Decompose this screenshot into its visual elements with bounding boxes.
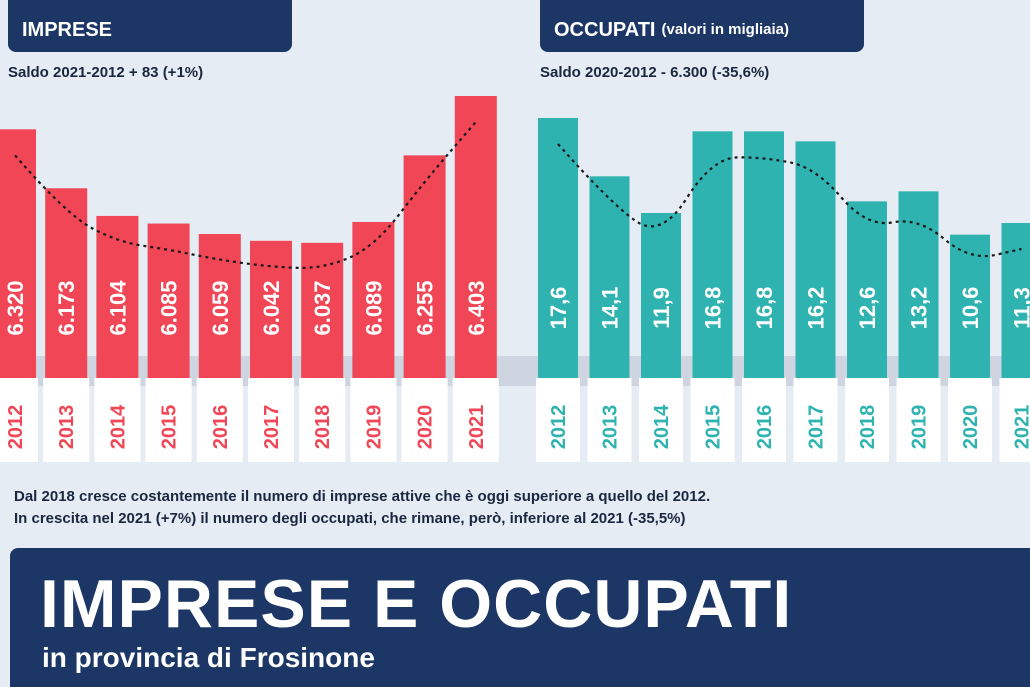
occupati-value-label-2012: 17,6 <box>546 287 571 330</box>
imprese-year-label-2013: 2013 <box>56 405 78 450</box>
occupati-year-label-2020: 2020 <box>960 405 982 450</box>
occupati-bar-2014 <box>641 213 681 386</box>
imprese-saldo: Saldo 2021-2012 + 83 (+1%) <box>8 64 204 81</box>
imprese-year-label-2016: 2016 <box>210 405 232 450</box>
imprese-value-label-2013: 6.173 <box>54 280 79 335</box>
imprese-year-box-2013 <box>43 378 90 462</box>
occupati-value-label-2020: 10,6 <box>958 287 983 330</box>
occupati-bar-2018 <box>847 201 887 386</box>
occupati-bar-2012 <box>538 118 578 386</box>
occupati-year-box-2015 <box>690 378 735 462</box>
occupati-year-label-2021: 2021 <box>1012 405 1030 450</box>
imprese-bar-2018 <box>301 242 344 386</box>
imprese-bar-2017 <box>250 240 292 386</box>
imprese-bar-2012 <box>0 129 36 387</box>
occupati-year-box-2017 <box>793 378 838 462</box>
imprese-title-tag: IMPRESE <box>8 0 292 52</box>
occupati-year-label-2014: 2014 <box>651 404 673 449</box>
imprese-year-label-2017: 2017 <box>261 405 283 450</box>
imprese-year-label-2019: 2019 <box>363 405 385 450</box>
imprese-value-label-2012: 6.320 <box>3 280 28 335</box>
occupati-value-label-2021: 11,3 <box>1010 287 1030 329</box>
occupati-trend-line <box>557 143 1022 258</box>
note-line-1: Dal 2018 cresce costantemente il numero … <box>14 488 711 505</box>
occupati-year-box-2014 <box>639 378 683 462</box>
occupati-title-tag: OCCUPATI (valori in migliaia) <box>540 0 864 52</box>
occupati-year-label-2019: 2019 <box>909 405 931 450</box>
imprese-year-label-2018: 2018 <box>312 405 334 450</box>
title-banner: IMPRESE E OCCUPATI in provincia di Frosi… <box>10 548 1030 687</box>
occupati-unit: (valori in migliaia) <box>661 21 790 38</box>
occupati-value-label-2014: 11,9 <box>649 287 674 329</box>
note-line-2: In crescita nel 2021 (+7%) il numero deg… <box>14 510 686 527</box>
imprese-year-box-2017 <box>248 378 294 462</box>
occupati-year-label-2013: 2013 <box>600 405 622 450</box>
occupati-value-label-2017: 16,2 <box>804 287 829 330</box>
imprese-bar-2020 <box>403 155 446 386</box>
occupati-year-box-2012 <box>536 378 580 462</box>
bar-charts: 6.320 2012 6.173 2013 6.104 2014 6.085 2015 6.05… <box>0 96 1030 462</box>
occupati-value-label-2018: 12,6 <box>855 287 880 330</box>
imprese-year-label-2015: 2015 <box>159 405 181 450</box>
occupati-year-box-2013 <box>587 378 632 462</box>
imprese-year-label-2014: 2014 <box>107 404 129 449</box>
occupati-year-label-2016: 2016 <box>754 405 776 450</box>
occupati-year-box-2018 <box>845 378 889 462</box>
imprese-value-label-2015: 6.085 <box>157 280 182 335</box>
imprese-year-box-2020 <box>401 378 448 462</box>
imprese-year-label-2012: 2012 <box>5 405 27 450</box>
imprese-value-label-2018: 6.037 <box>310 280 335 335</box>
imprese-value-label-2021: 6.403 <box>464 280 489 335</box>
notes: Dal 2018 cresce costantemente il numero … <box>14 486 710 530</box>
occupati-saldo: Saldo 2020-2012 - 6.300 (-35,6%) <box>540 64 770 81</box>
occupati-bar-2016 <box>744 131 784 386</box>
imprese-bar-2015 <box>147 223 190 386</box>
imprese-bar-2019 <box>352 221 395 386</box>
occupati-bar-2017 <box>795 141 836 386</box>
imprese-year-box-2019 <box>350 378 397 462</box>
occupati-year-box-2020 <box>948 378 992 462</box>
occupati-bar-2015 <box>692 131 733 386</box>
imprese-year-label-2021: 2021 <box>466 405 488 450</box>
occupati-bar-2020 <box>950 234 990 386</box>
imprese-value-label-2016: 6.059 <box>208 280 233 335</box>
occupati-year-label-2017: 2017 <box>806 405 828 450</box>
occupati-year-box-2016 <box>742 378 786 462</box>
banner-subtitle: in provincia di Frosinone <box>42 642 375 673</box>
occupati-year-label-2015: 2015 <box>703 405 725 450</box>
banner-title: IMPRESE E OCCUPATI <box>40 566 793 642</box>
occupati-year-box-2019 <box>896 378 941 462</box>
imprese-value-label-2017: 6.042 <box>259 280 284 335</box>
occupati-value-label-2013: 14,1 <box>598 287 623 330</box>
occupati-bar-2013 <box>589 176 630 386</box>
occupati-value-label-2019: 13,2 <box>907 287 932 330</box>
imprese-year-box-2018 <box>299 378 346 462</box>
imprese-value-label-2014: 6.104 <box>105 280 130 336</box>
imprese-year-label-2020: 2020 <box>415 405 437 450</box>
occupati-year-box-2021 <box>999 378 1030 462</box>
occupati-value-label-2015: 16,8 <box>701 287 726 330</box>
occupati-title: OCCUPATI <box>554 19 656 41</box>
imprese-year-box-2016 <box>196 378 243 462</box>
imprese-value-label-2019: 6.089 <box>361 280 386 335</box>
imprese-title: IMPRESE <box>22 19 113 41</box>
imprese-year-box-2015 <box>145 378 192 462</box>
imprese-year-box-2014 <box>94 378 141 462</box>
occupati-year-label-2012: 2012 <box>548 405 570 450</box>
imprese-year-box-2021 <box>452 378 499 462</box>
imprese-value-label-2020: 6.255 <box>413 280 438 335</box>
imprese-year-box-2012 <box>0 378 38 462</box>
occupati-year-label-2018: 2018 <box>857 405 879 450</box>
occupati-bar-2021 <box>1001 223 1030 386</box>
imprese-bar-2021 <box>454 96 497 386</box>
occupati-value-label-2016: 16,8 <box>752 287 777 330</box>
